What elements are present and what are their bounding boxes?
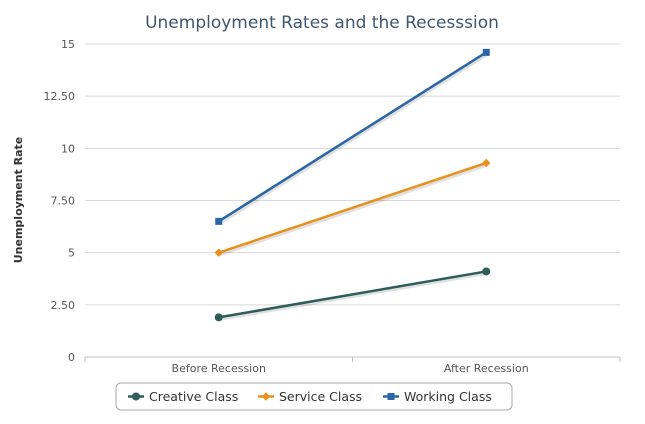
y-axis-label: Unemployment Rate	[12, 137, 25, 264]
series-line-shadow	[219, 270, 488, 321]
series-line[interactable]	[218, 51, 487, 223]
data-point[interactable]	[482, 158, 491, 168]
series-line-shadow	[219, 162, 488, 257]
data-point[interactable]	[214, 313, 223, 322]
legend-label: Creative Class	[149, 389, 238, 404]
data-point[interactable]	[215, 217, 223, 225]
gridlines	[85, 43, 620, 358]
series-line[interactable]	[218, 270, 487, 319]
data-point[interactable]	[482, 48, 490, 56]
legend-box	[115, 382, 513, 411]
legend-marker[interactable]	[261, 392, 271, 401]
series-group	[214, 48, 491, 322]
axes: 0 2.50 5 7.50 10 12.50 15 Before Recession After…	[44, 38, 621, 375]
legend-label: Working Class	[404, 389, 492, 404]
legend-label: Service Class	[279, 389, 362, 404]
y-tick-label: 0	[68, 351, 75, 364]
y-tick-label: 7.50	[51, 195, 76, 208]
chart-title: Unemployment Rates and the Recesssion	[145, 13, 499, 33]
legend-marker[interactable]	[387, 393, 395, 400]
data-point[interactable]	[214, 248, 223, 257]
series-line-shadow	[218, 52, 489, 225]
legend-item[interactable]: Creative Class	[128, 389, 238, 404]
data-point[interactable]	[482, 267, 491, 276]
x-tick-label: Before Recession	[172, 362, 266, 375]
series-line[interactable]	[218, 161, 487, 254]
x-tick-label: After Recession	[444, 362, 529, 375]
y-tick-label: 15	[61, 38, 75, 51]
y-tick-label: 10	[61, 142, 75, 155]
legend-item[interactable]: Working Class	[383, 389, 492, 404]
legend-item[interactable]: Service Class	[258, 389, 362, 404]
y-tick-label: 2.50	[51, 299, 76, 312]
legend[interactable]: Creative Class Service Class Working Class	[115, 382, 513, 411]
y-tick-label: 5	[68, 247, 75, 260]
y-tick-label: 12.50	[44, 90, 76, 103]
legend-marker[interactable]	[132, 392, 140, 401]
